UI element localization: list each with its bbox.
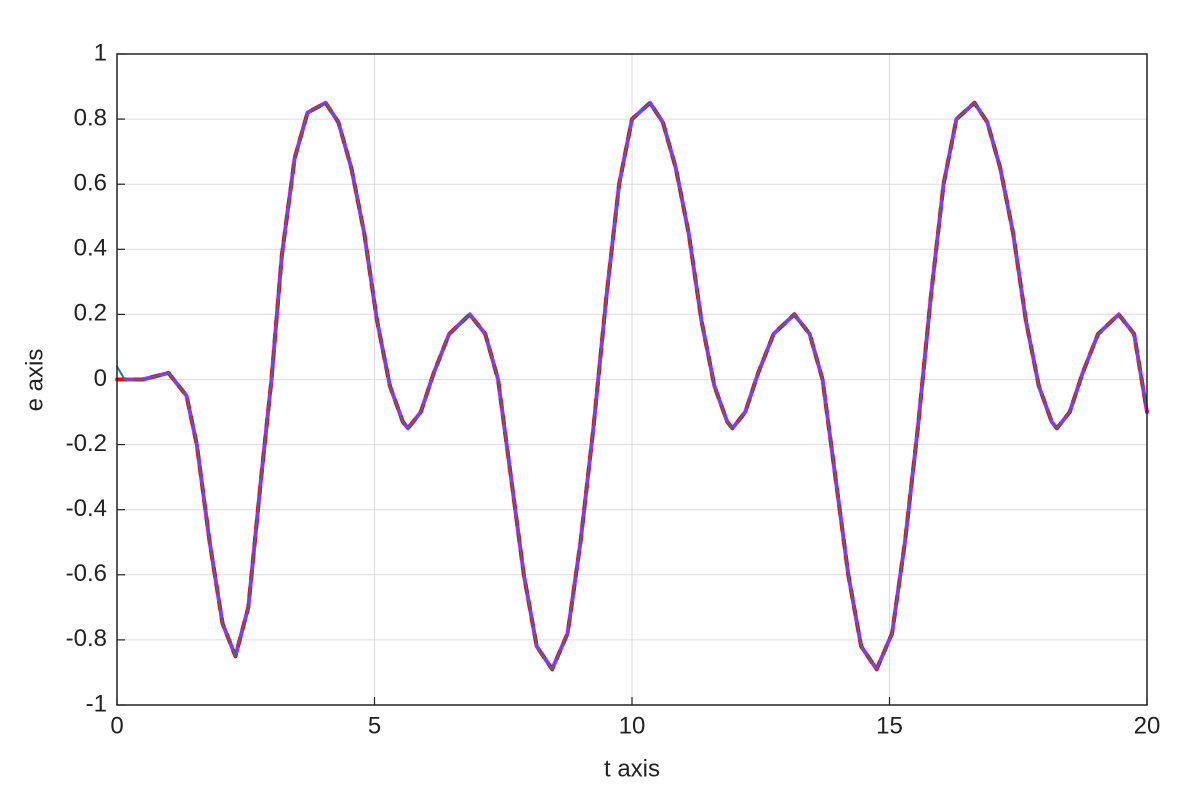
y-tick-label: -0.4: [66, 495, 107, 522]
y-axis-label: e axis: [21, 349, 48, 412]
plot-frame: [116, 53, 1148, 706]
y-tick-label: 0.6: [74, 170, 107, 197]
y-tick-label: 0.4: [74, 235, 107, 262]
x-tick-label: 10: [619, 712, 646, 739]
series-line: [116, 101, 1148, 671]
y-tick-label: 0: [94, 365, 107, 392]
y-tick-label: 0.8: [74, 104, 107, 131]
y-tick-label: 0.2: [74, 300, 107, 327]
x-axis-label: t axis: [604, 755, 660, 782]
lines-layer: [115, 100, 1149, 672]
y-tick-label: -0.6: [66, 560, 107, 587]
x-tick-label: 15: [876, 712, 903, 739]
x-tick-label: 0: [110, 712, 123, 739]
y-tick-label: 1: [94, 39, 107, 66]
x-tick-label: 20: [1134, 712, 1161, 739]
y-tick-label: -0.8: [66, 625, 107, 652]
y-tick-label: -0.2: [66, 430, 107, 457]
x-tick-label: 5: [368, 712, 381, 739]
y-tick-label: -1: [86, 690, 107, 717]
